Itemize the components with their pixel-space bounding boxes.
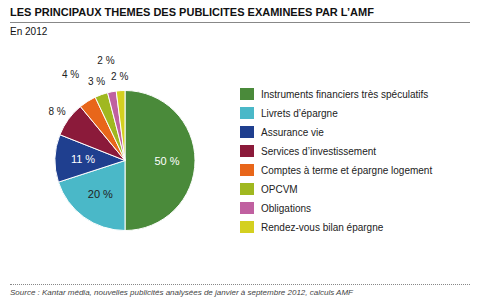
html-text:LES PRINCIPAUX THEMES DES PUBL: LES PRINCIPAUX THEMES DES PUBLICITES EXA… <box>10 6 374 18</box>
svg-text:50 %: 50 % <box>154 155 179 167</box>
html-text:Instruments financiers très sp: Instruments financiers très spéculatifs <box>261 88 429 100</box>
svg-text:20 %: 20 % <box>88 188 113 200</box>
html-text:Assurance vie: Assurance vie <box>261 126 324 138</box>
html-text:OPCVM: OPCVM <box>261 183 298 195</box>
html-text:Rendez-vous bilan épargne: Rendez-vous bilan épargne <box>261 221 384 233</box>
svg-text:4 %: 4 % <box>62 69 79 80</box>
svg-text:8 %: 8 % <box>48 106 65 117</box>
html-text:Source : Kantar média, nouvell: Source : Kantar média, nouvelles publici… <box>10 288 353 297</box>
html-text:Services d’investissement: Services d’investissement <box>261 145 376 157</box>
html-text:En 2012: En 2012 <box>10 26 48 37</box>
svg-text:11 %: 11 % <box>71 153 95 165</box>
svg-text:2 %: 2 % <box>111 71 128 82</box>
html-text:Livrets d’épargne: Livrets d’épargne <box>261 107 338 119</box>
svg-text:2 %: 2 % <box>97 55 114 66</box>
svg-text:3 %: 3 % <box>88 76 105 87</box>
html-text:Obligations: Obligations <box>261 202 311 214</box>
html-text:Comptes à terme et épargne log: Comptes à terme et épargne logement <box>261 164 433 176</box>
